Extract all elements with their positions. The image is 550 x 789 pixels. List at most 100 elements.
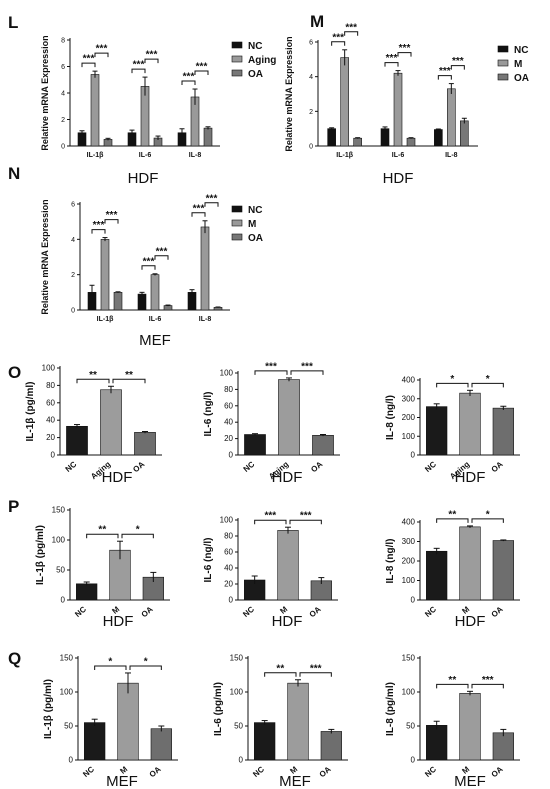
- significance-label: *: [108, 656, 112, 667]
- significance-label: ***: [196, 62, 208, 73]
- significance-label: *: [450, 374, 454, 385]
- panel-caption: MEF: [139, 332, 171, 349]
- bar-m: [100, 239, 110, 311]
- significance-bracket: [289, 519, 322, 525]
- y-axis-label: IL-8 (pg/ml): [385, 682, 396, 736]
- x-tick-label: OA: [318, 764, 333, 779]
- bar-nc: [254, 722, 276, 761]
- y-tick-label: 80: [46, 381, 55, 390]
- panel-n: N 0 2 4 6 Relative mRNA Expression MEF IL-1β ***…: [8, 164, 263, 349]
- bar-m: [447, 88, 456, 147]
- y-axis-label: IL-6 (ng/l): [203, 392, 214, 437]
- x-tick-label: M: [110, 604, 121, 615]
- y-tick-label: 50: [234, 722, 243, 731]
- significance-bracket: [131, 68, 146, 74]
- panel-label: O: [8, 363, 21, 382]
- y-tick-label: 0: [229, 596, 234, 605]
- significance-bracket: [471, 518, 504, 523]
- y-tick-label: 150: [60, 654, 74, 663]
- significance-label: ***: [265, 361, 277, 372]
- panel-m: M 0 2 4 6 Relative mRNA Expression HDF IL-1β ***…: [284, 12, 529, 187]
- bar-oa: [460, 120, 469, 147]
- x-tick-label: NC: [242, 459, 257, 473]
- panel-label: L: [8, 13, 18, 32]
- y-tick-label: 4: [71, 237, 75, 244]
- y-tick-label: 100: [52, 536, 66, 545]
- y-tick-label: 150: [402, 654, 416, 663]
- x-tick-label: OA: [490, 764, 505, 779]
- significance-label: ***: [206, 193, 218, 204]
- y-tick-label: 400: [402, 518, 416, 527]
- y-tick-label: 60: [224, 401, 233, 410]
- bar-m: [287, 682, 309, 761]
- significance-label: ***: [183, 72, 195, 83]
- y-tick-label: 0: [61, 144, 65, 151]
- y-axis-label: IL-1β (pg/ml): [35, 525, 46, 585]
- panel-caption: HDF: [272, 469, 303, 486]
- significance-bracket: [121, 533, 154, 539]
- significance-bracket: [104, 219, 119, 224]
- y-tick-label: 0: [411, 756, 416, 765]
- y-tick-label: 100: [220, 369, 234, 378]
- significance-bracket: [290, 370, 324, 375]
- legend-swatch-nc: [497, 45, 509, 53]
- y-tick-label: 2: [71, 272, 75, 279]
- x-tick-label: OA: [309, 459, 324, 474]
- legend-swatch-oa: [497, 73, 509, 81]
- bar-oa: [213, 307, 223, 311]
- y-axis-label: Relative mRNA Expression: [284, 36, 294, 151]
- y-tick-label: 40: [46, 416, 55, 425]
- bar-nc: [327, 128, 336, 147]
- panel-caption: HDF: [272, 613, 303, 630]
- y-tick-label: 20: [46, 433, 55, 442]
- bar-oa: [150, 728, 172, 761]
- significance-label: ***: [332, 32, 344, 43]
- y-tick-label: 60: [46, 398, 55, 407]
- bar-nc: [76, 583, 98, 601]
- bar-nc: [84, 722, 106, 761]
- y-tick-label: 0: [69, 756, 74, 765]
- significance-label: ***: [439, 66, 451, 77]
- significance-bracket: [437, 75, 452, 80]
- significance-bracket: [94, 665, 127, 670]
- legend-label-nc: NC: [248, 41, 262, 52]
- significance-label: **: [89, 370, 97, 381]
- legend-label-m: M: [248, 219, 256, 230]
- bar-nc: [244, 434, 266, 456]
- y-tick-label: 150: [52, 506, 66, 515]
- significance-bracket: [331, 41, 346, 46]
- bar-oa: [492, 407, 514, 456]
- bar-nc: [426, 550, 448, 601]
- x-tick-label: OA: [131, 459, 146, 474]
- y-tick-label: 40: [224, 564, 233, 573]
- significance-bracket: [471, 683, 504, 689]
- significance-label: **: [276, 663, 284, 674]
- panel-caption: MEF: [454, 773, 486, 789]
- panel-caption: HDF: [383, 170, 414, 187]
- significance-bracket: [154, 255, 169, 260]
- panel-caption: HDF: [455, 469, 486, 486]
- legend-label-oa: OA: [514, 73, 529, 84]
- bar-oa: [406, 137, 416, 147]
- legend-swatch-m: [497, 59, 509, 67]
- y-tick-label: 50: [64, 722, 73, 731]
- panel-caption: HDF: [103, 613, 134, 630]
- y-tick-label: 0: [239, 756, 244, 765]
- y-tick-label: 6: [71, 202, 75, 209]
- significance-label: **: [448, 509, 456, 520]
- y-tick-label: 100: [220, 516, 234, 525]
- y-tick-label: 0: [229, 451, 234, 460]
- y-tick-label: 100: [60, 688, 74, 697]
- significance-label: ***: [310, 663, 322, 674]
- bar-oa: [492, 732, 514, 761]
- significance-bracket: [191, 212, 206, 217]
- significance-label: ***: [452, 56, 464, 67]
- x-tick-label: OA: [490, 459, 505, 474]
- significance-label: **: [98, 525, 106, 536]
- y-axis-label: Relative mRNA Expression: [40, 199, 50, 314]
- y-tick-label: 100: [402, 688, 416, 697]
